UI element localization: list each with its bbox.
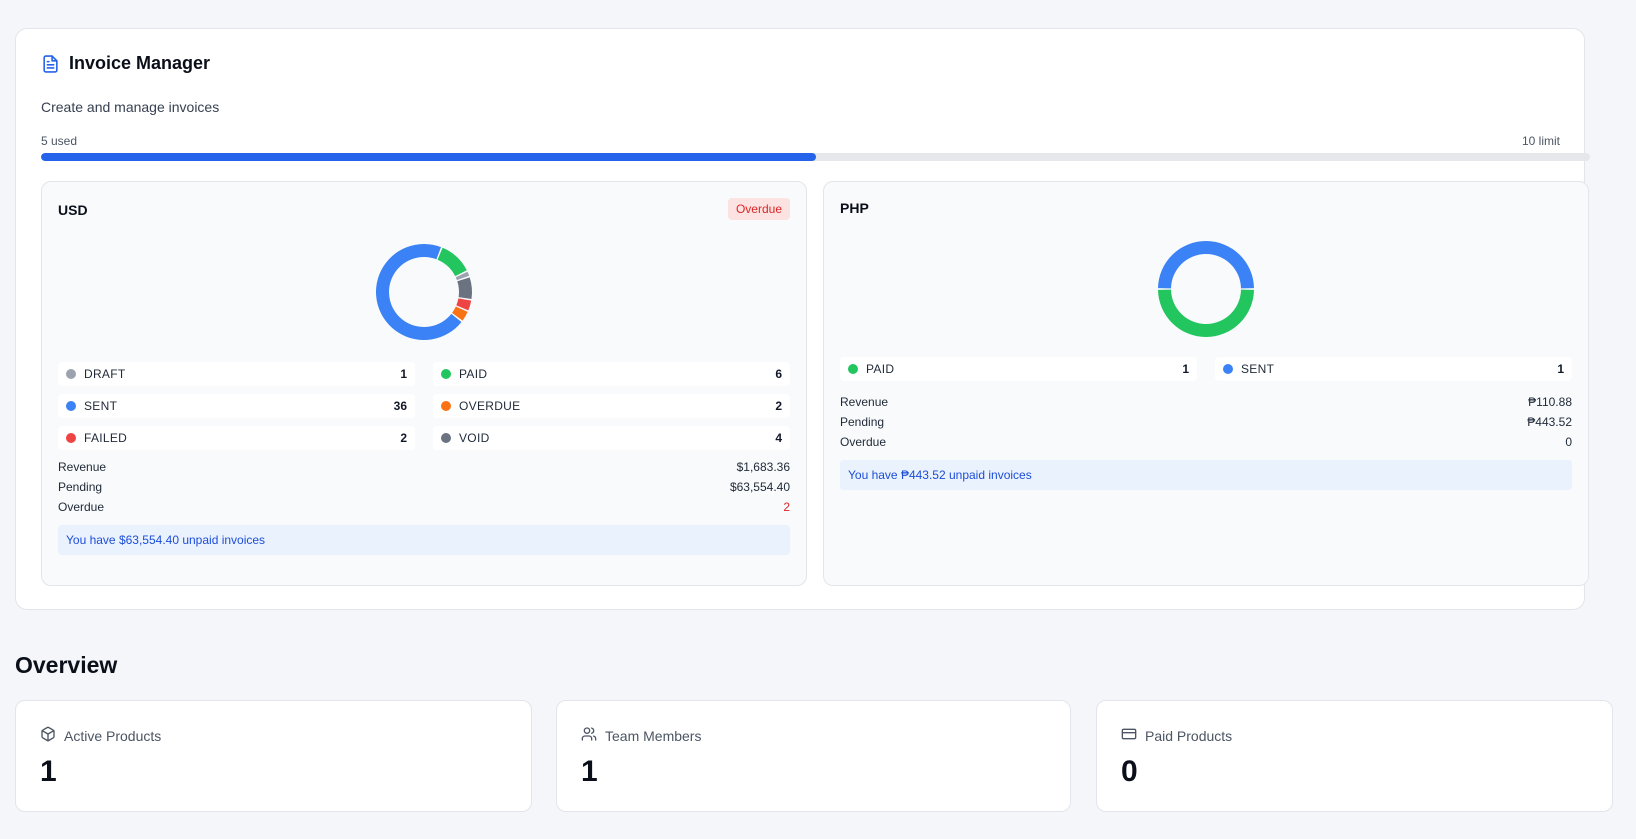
legend-count: 1	[1182, 362, 1189, 376]
legend-label: PAID	[459, 367, 488, 381]
currency-stats: Revenue $1,683.36 Pending $63,554.40 Ove…	[58, 457, 790, 517]
donut-slice-sent[interactable]	[1158, 240, 1254, 289]
currency-card-php: PHP PAID 1 SENT 1 Revenue ₱110.88 Pending ₱…	[823, 181, 1589, 586]
overview-card-label: Paid Products	[1145, 727, 1233, 744]
stat-value-overdue: 0	[1565, 435, 1572, 449]
usage-progress-bar	[41, 153, 1590, 161]
stat-label: Pending	[840, 415, 885, 429]
stat-label: Overdue	[840, 435, 887, 449]
legend-item-paid: PAID 1	[840, 357, 1197, 381]
stat-row-revenue: Revenue ₱110.88	[840, 392, 1572, 412]
legend-item-draft: DRAFT 1	[58, 362, 415, 386]
invoice-manager-header: Invoice Manager	[41, 53, 210, 74]
donut-slice-sent[interactable]	[376, 243, 462, 340]
stat-row-pending: Pending $63,554.40	[58, 477, 790, 497]
overview-card-label: Active Products	[64, 727, 162, 744]
stat-row-overdue: Overdue 2	[58, 497, 790, 517]
stat-row-overdue: Overdue 0	[840, 432, 1572, 452]
box-icon	[40, 726, 56, 745]
legend-item-overdue: OVERDUE 2	[433, 394, 790, 418]
status-legend: PAID 1 SENT 1	[840, 357, 1572, 381]
stat-value-revenue: ₱110.88	[1528, 395, 1572, 409]
stat-label: Overdue	[58, 500, 105, 514]
currency-stats: Revenue ₱110.88 Pending ₱443.52 Overdue …	[840, 392, 1572, 452]
overview-card-header: Active Products	[40, 726, 161, 745]
legend-count: 6	[775, 367, 782, 381]
legend-label: PAID	[866, 362, 895, 376]
overview-card-header: Paid Products	[1121, 726, 1232, 745]
donut-slice-paid[interactable]	[437, 247, 467, 277]
stat-value-revenue: $1,683.36	[736, 460, 790, 474]
legend-count: 2	[775, 399, 782, 413]
legend-label: VOID	[459, 431, 490, 445]
donut-slice-failed[interactable]	[456, 298, 472, 311]
overview-card-team-members: Team Members 1	[556, 700, 1071, 812]
document-icon	[41, 54, 60, 74]
legend-count: 2	[400, 431, 407, 445]
page-title: Invoice Manager	[69, 53, 211, 73]
overview-card-value: 0	[1121, 755, 1138, 788]
donut-slice-void[interactable]	[457, 277, 472, 300]
legend-dot	[441, 433, 451, 443]
legend-count: 36	[393, 399, 407, 413]
stat-row-pending: Pending ₱443.52	[840, 412, 1572, 432]
stat-label: Pending	[58, 480, 103, 494]
status-badge: Overdue	[727, 198, 790, 220]
usage-progress-fill	[41, 153, 816, 161]
currency-card-usd: USD Overdue DRAFT 1 PAID 6 SENT 36 OVERDUE 2 FAI…	[41, 181, 807, 586]
page-subtitle: Create and manage invoices	[41, 99, 220, 115]
stat-label: Revenue	[840, 395, 889, 409]
legend-dot	[441, 369, 451, 379]
legend-count: 4	[775, 431, 782, 445]
legend-count: 1	[400, 367, 407, 381]
usage-limit-label: 10 limit	[1521, 134, 1560, 148]
overview-card-label: Team Members	[605, 727, 702, 744]
status-legend: DRAFT 1 PAID 6 SENT 36 OVERDUE 2 FAILED 2 VOID 4	[58, 362, 790, 450]
legend-label: SENT	[1241, 362, 1275, 376]
usage-used-label: 5 used	[41, 134, 78, 148]
overview-card-value: 1	[581, 755, 598, 788]
invoice-manager-card: Invoice Manager Create and manage invoic…	[15, 28, 1590, 610]
legend-dot	[848, 364, 858, 374]
stat-row-revenue: Revenue $1,683.36	[58, 457, 790, 477]
legend-label: SENT	[84, 399, 118, 413]
donut-chart-usd	[376, 243, 472, 340]
currency-code: PHP	[840, 200, 869, 216]
legend-label: OVERDUE	[459, 399, 521, 413]
legend-dot	[1223, 364, 1233, 374]
unpaid-notice: You have $63,554.40 unpaid invoices	[58, 525, 790, 555]
overview-title: Overview	[15, 652, 118, 678]
unpaid-notice: You have ₱443.52 unpaid invoices	[840, 460, 1572, 490]
currency-code: USD	[58, 202, 88, 218]
overview-card-header: Team Members	[581, 726, 701, 745]
legend-item-paid: PAID 6	[433, 362, 790, 386]
overview-card-value: 1	[40, 755, 57, 788]
legend-dot	[441, 401, 451, 411]
donut-slice-paid[interactable]	[1158, 289, 1254, 338]
legend-count: 1	[1557, 362, 1564, 376]
donut-slice-overdue[interactable]	[452, 306, 468, 321]
legend-dot	[66, 433, 76, 443]
donut-slice-draft[interactable]	[455, 271, 470, 281]
legend-item-failed: FAILED 2	[58, 426, 415, 450]
legend-item-sent: SENT 1	[1215, 357, 1572, 381]
legend-dot	[66, 401, 76, 411]
legend-item-sent: SENT 36	[58, 394, 415, 418]
stat-label: Revenue	[58, 460, 107, 474]
stat-value-pending: $63,554.40	[729, 480, 790, 494]
stat-value-pending: ₱443.52	[1527, 415, 1572, 429]
legend-label: DRAFT	[84, 367, 126, 381]
legend-item-void: VOID 4	[433, 426, 790, 450]
stat-value-overdue: 2	[783, 500, 790, 514]
overview-card-active-products: Active Products 1	[15, 700, 532, 812]
users-icon	[581, 726, 597, 745]
legend-dot	[66, 369, 76, 379]
overview-card-paid-products: Paid Products 0	[1096, 700, 1613, 812]
donut-chart-php	[1158, 240, 1254, 338]
legend-label: FAILED	[84, 431, 128, 445]
credit-card-icon	[1121, 726, 1137, 745]
